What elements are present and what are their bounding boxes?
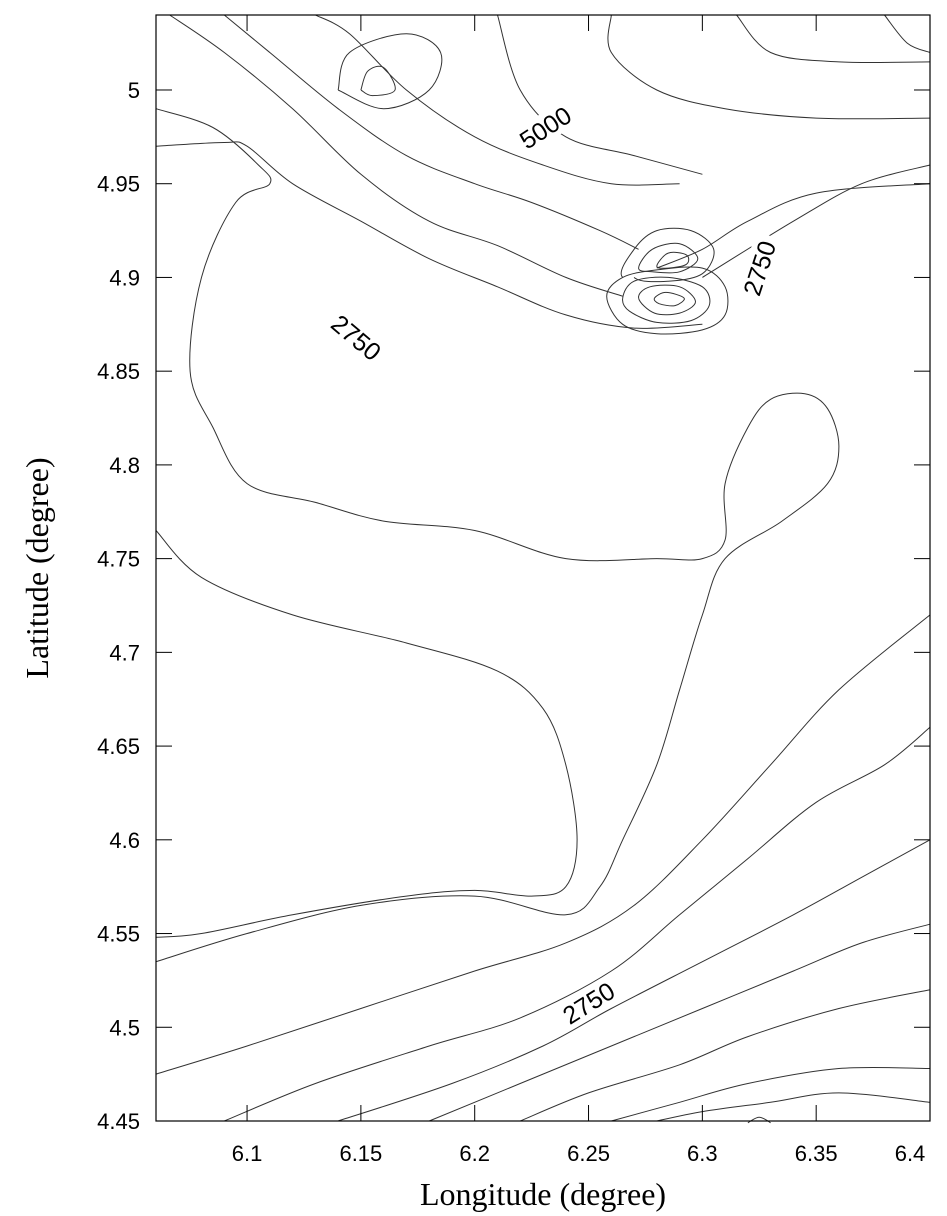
y-tick-label: 4.85 bbox=[97, 359, 140, 384]
contour-line bbox=[169, 14, 623, 297]
contour-lines bbox=[155, 14, 931, 1124]
y-tick-label: 4.55 bbox=[97, 922, 140, 947]
contour-line bbox=[611, 1066, 931, 1122]
contour-line bbox=[360, 65, 396, 97]
x-tick-label: 6.2 bbox=[459, 1141, 490, 1166]
x-tick-label: 6.1 bbox=[232, 1141, 263, 1166]
y-axis-title: Latitude (degree) bbox=[19, 457, 55, 678]
contour-line bbox=[155, 108, 840, 963]
plot-frame bbox=[155, 14, 931, 1122]
contour-line bbox=[337, 33, 443, 110]
x-axis-title: Longitude (degree) bbox=[420, 1176, 666, 1212]
contour-line bbox=[223, 14, 639, 250]
y-tick-label: 4.45 bbox=[97, 1109, 140, 1134]
y-tick-label: 4.6 bbox=[109, 828, 140, 853]
y-tick-label: 4.95 bbox=[97, 172, 140, 197]
contour-line bbox=[337, 839, 931, 1122]
contour-line-closed bbox=[747, 1116, 771, 1124]
contour-label-bg bbox=[321, 304, 392, 371]
contour-line-closed bbox=[638, 284, 697, 316]
contour-line bbox=[429, 923, 931, 1122]
axis-ticks bbox=[156, 15, 931, 1122]
y-tick-label: 4.65 bbox=[97, 734, 140, 759]
contour-label: 2750 bbox=[738, 238, 782, 300]
contour-line bbox=[656, 183, 931, 269]
x-tick-label: 6.25 bbox=[567, 1141, 610, 1166]
contour-label-bg bbox=[552, 973, 625, 1033]
contour-line bbox=[155, 141, 703, 329]
y-tick-labels: 4.45 4.5 4.55 4.6 4.65 4.7 4.75 4.8 4.85 4.9 4.95 5 bbox=[97, 78, 140, 1134]
x-tick-labels: 6.1 6.15 6.2 6.25 6.3 6.35 6.4 bbox=[232, 1141, 926, 1166]
contour-line bbox=[607, 14, 931, 120]
contour-line bbox=[155, 530, 578, 938]
contour-line-closed bbox=[606, 266, 729, 335]
x-tick-label: 6.4 bbox=[895, 1141, 926, 1166]
contour-label-bg bbox=[509, 97, 582, 158]
x-tick-label: 6.3 bbox=[687, 1141, 718, 1166]
contour-line bbox=[520, 989, 931, 1122]
y-tick-label: 5 bbox=[128, 78, 140, 103]
contour-line bbox=[736, 14, 931, 64]
x-tick-label: 6.35 bbox=[795, 1141, 838, 1166]
contour-line bbox=[497, 14, 703, 175]
contour-line-closed bbox=[653, 291, 685, 307]
contour-line-closed bbox=[656, 251, 690, 269]
x-tick-label: 6.15 bbox=[339, 1141, 382, 1166]
contour-label-bg bbox=[735, 231, 784, 305]
contour-line-closed bbox=[620, 227, 715, 283]
contour-line bbox=[884, 14, 931, 53]
contour-line bbox=[656, 1092, 931, 1122]
contour-line-closed bbox=[622, 276, 711, 324]
y-tick-label: 4.75 bbox=[97, 547, 140, 572]
contour-line-closed bbox=[638, 242, 699, 274]
contour-line bbox=[315, 14, 680, 186]
y-tick-label: 4.8 bbox=[109, 453, 140, 478]
y-tick-label: 4.5 bbox=[109, 1015, 140, 1040]
y-tick-label: 4.7 bbox=[109, 640, 140, 665]
contour-line bbox=[224, 726, 931, 1122]
contour-line bbox=[155, 614, 931, 1075]
y-tick-label: 4.9 bbox=[109, 265, 140, 290]
contour-line bbox=[702, 164, 931, 278]
